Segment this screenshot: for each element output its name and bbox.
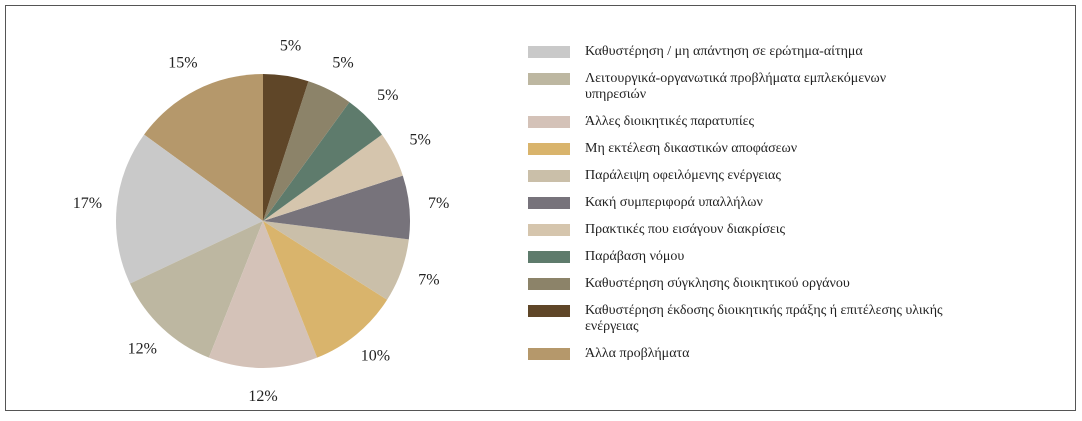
legend-label: Καθυστέρηση έκδοσης διοικητικής πράξης ή… xyxy=(585,303,943,334)
legend-item: Καθυστέρηση / μη απάντηση σε ερώτημα-αίτ… xyxy=(528,44,948,60)
legend-item: Κακή συμπεριφορά υπαλλήλων xyxy=(528,195,948,211)
legend-label: Κακή συμπεριφορά υπαλλήλων xyxy=(585,195,763,210)
pie-slice xyxy=(263,134,403,221)
data-label: 5% xyxy=(377,87,398,104)
legend-swatch xyxy=(528,278,570,290)
legend-item: Λειτουργικά-οργανωτικά προβλήματα εμπλεκ… xyxy=(528,71,948,103)
legend-swatch xyxy=(528,170,570,182)
pie-slice xyxy=(263,102,382,221)
legend-label: Άλλες διοικητικές παρατυπίες xyxy=(585,114,755,129)
pie-slice xyxy=(144,74,263,221)
pie-slice xyxy=(208,221,318,368)
data-label: 7% xyxy=(418,271,439,288)
legend-item: Άλλα προβλήματα xyxy=(528,346,948,362)
chart-frame xyxy=(5,5,1076,411)
legend-swatch xyxy=(528,73,570,85)
legend-label: Καθυστέρηση / μη απάντηση σε ερώτημα-αίτ… xyxy=(585,44,863,59)
legend-swatch xyxy=(528,305,570,317)
legend-label: Καθυστέρηση σύγκλησης διοικητικού οργάνο… xyxy=(585,276,850,291)
data-label: 10% xyxy=(361,348,390,365)
data-label: 7% xyxy=(428,195,449,212)
legend-swatch xyxy=(528,116,570,128)
data-label: 12% xyxy=(128,340,157,357)
data-label: 12% xyxy=(248,388,277,405)
legend-item: Παράβαση νόμου xyxy=(528,249,948,265)
legend-item: Παράλειψη οφειλόμενης ενέργειας xyxy=(528,168,948,184)
legend-swatch xyxy=(528,197,570,209)
data-label: 5% xyxy=(332,54,353,71)
pie-slice xyxy=(116,134,264,284)
legend-item: Πρακτικές που εισάγουν διακρίσεις xyxy=(528,222,948,238)
pie-slice xyxy=(263,221,409,300)
legend-swatch xyxy=(528,46,570,58)
data-label: 15% xyxy=(168,54,197,71)
legend-label: Λειτουργικά-οργανωτικά προβλήματα εμπλεκ… xyxy=(585,71,887,102)
legend-swatch xyxy=(528,348,570,360)
data-label: 5% xyxy=(410,132,431,149)
data-label: 17% xyxy=(73,195,102,212)
legend-label: Παράλειψη οφειλόμενης ενέργειας xyxy=(585,168,781,183)
legend-swatch xyxy=(528,143,570,155)
legend-swatch xyxy=(528,224,570,236)
legend-item: Άλλες διοικητικές παρατυπίες xyxy=(528,114,948,130)
legend-item: Καθυστέρηση σύγκλησης διοικητικού οργάνο… xyxy=(528,276,948,292)
pie-slice xyxy=(263,74,309,221)
pie-slice xyxy=(129,221,263,358)
legend-item: Μη εκτέλεση δικαστικών αποφάσεων xyxy=(528,141,948,157)
legend: Καθυστέρηση / μη απάντηση σε ερώτημα-αίτ… xyxy=(528,44,948,362)
pie-slice xyxy=(263,221,388,358)
data-label: 5% xyxy=(280,37,301,54)
legend-label: Άλλα προβλήματα xyxy=(585,346,690,361)
legend-label: Πρακτικές που εισάγουν διακρίσεις xyxy=(585,222,786,237)
legend-item: Καθυστέρηση έκδοσης διοικητικής πράξης ή… xyxy=(528,303,948,335)
pie-slice xyxy=(263,81,350,221)
legend-swatch xyxy=(528,251,570,263)
legend-label: Μη εκτέλεση δικαστικών αποφάσεων xyxy=(585,141,798,156)
legend-label: Παράβαση νόμου xyxy=(585,249,685,264)
pie-slice xyxy=(263,175,410,240)
